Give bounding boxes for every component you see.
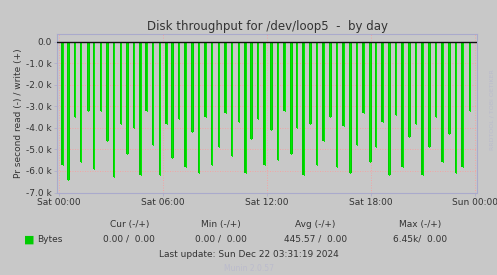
Y-axis label: Pr second read (-) / write (+): Pr second read (-) / write (+) — [14, 49, 23, 178]
Title: Disk throughput for /dev/loop5  -  by day: Disk throughput for /dev/loop5 - by day — [147, 20, 388, 33]
Text: Avg (-/+): Avg (-/+) — [295, 220, 336, 229]
Text: RRDTOOL / TOBI OETIKER: RRDTOOL / TOBI OETIKER — [490, 70, 495, 150]
Text: Last update: Sun Dec 22 03:31:19 2024: Last update: Sun Dec 22 03:31:19 2024 — [159, 250, 338, 259]
Text: Min (-/+): Min (-/+) — [201, 220, 241, 229]
Text: ■: ■ — [23, 234, 34, 244]
Text: 6.45k/  0.00: 6.45k/ 0.00 — [393, 235, 447, 244]
Text: Munin 2.0.57: Munin 2.0.57 — [224, 264, 273, 273]
Text: Cur (-/+): Cur (-/+) — [109, 220, 149, 229]
Text: Max (-/+): Max (-/+) — [399, 220, 441, 229]
Text: 0.00 /  0.00: 0.00 / 0.00 — [195, 235, 247, 244]
Text: 445.57 /  0.00: 445.57 / 0.00 — [284, 235, 347, 244]
Text: Bytes: Bytes — [37, 235, 63, 244]
Text: 0.00 /  0.00: 0.00 / 0.00 — [103, 235, 155, 244]
